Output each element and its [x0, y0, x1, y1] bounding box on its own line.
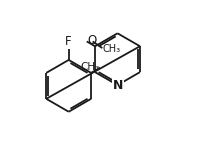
- Text: N: N: [113, 79, 123, 92]
- Text: O: O: [87, 34, 96, 48]
- Text: CH₃: CH₃: [80, 62, 99, 72]
- Text: CH₃: CH₃: [102, 44, 120, 54]
- Text: F: F: [65, 35, 72, 48]
